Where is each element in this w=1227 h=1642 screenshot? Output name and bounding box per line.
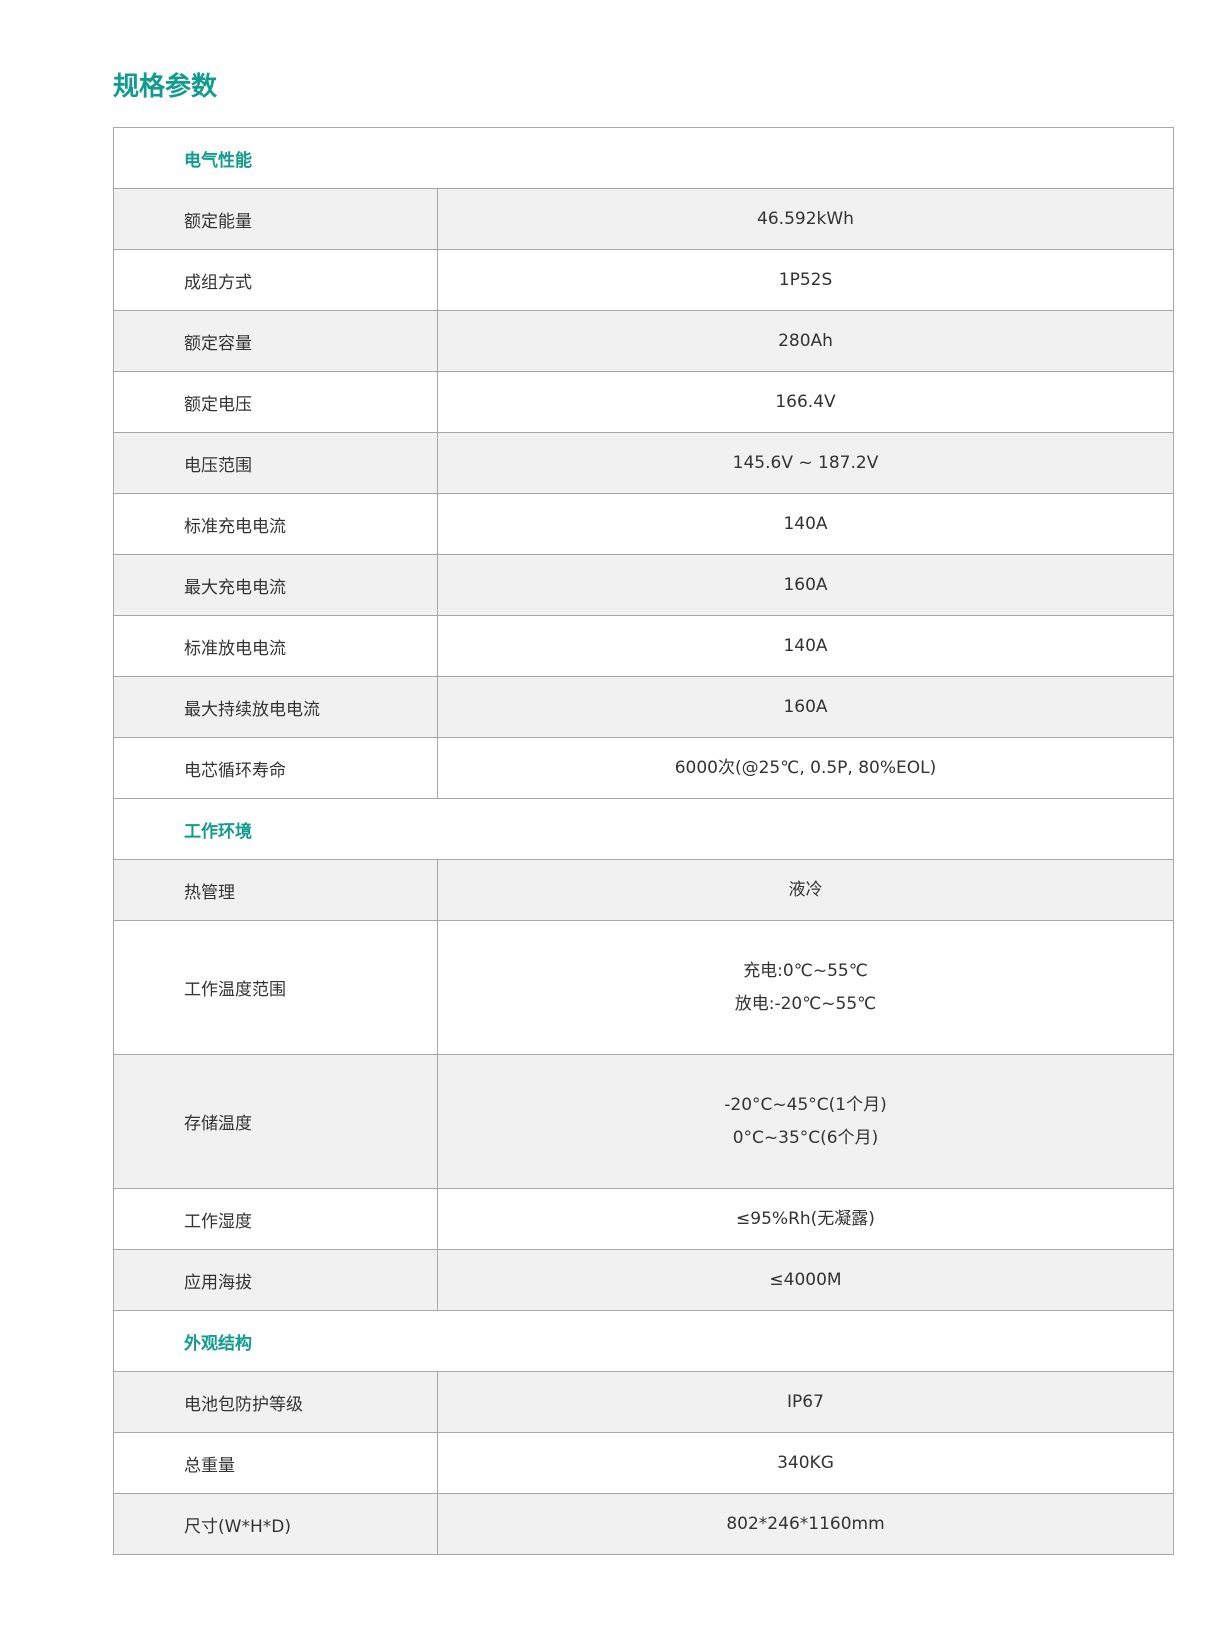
spec-value-line: 145.6V ~ 187.2V: [732, 452, 879, 473]
spec-value-line: 46.592kWh: [757, 208, 854, 229]
spec-row: 最大充电电流 160A: [113, 554, 1174, 616]
page-title: 规格参数: [113, 72, 218, 102]
spec-row: 额定能量 46.592kWh: [113, 188, 1174, 250]
spec-value-line: 0°C~35°C(6个月): [732, 1127, 879, 1148]
spec-value-line: 140A: [783, 635, 828, 656]
spec-value-line: 802*246*1160mm: [726, 1513, 885, 1534]
spec-label: 成组方式: [113, 249, 438, 311]
spec-label: 电芯循环寿命: [113, 737, 438, 799]
spec-value-line: 液冷: [788, 879, 823, 900]
section-header-row: 外观结构: [113, 1310, 1174, 1372]
spec-value: 160A: [437, 676, 1174, 738]
spec-label: 工作温度范围: [113, 920, 438, 1055]
spec-value-line: IP67: [787, 1391, 824, 1412]
spec-value: 46.592kWh: [437, 188, 1174, 250]
spec-label: 额定电压: [113, 371, 438, 433]
spec-label: 电池包防护等级: [113, 1371, 438, 1433]
spec-label: 热管理: [113, 859, 438, 921]
spec-table: 电气性能 额定能量 46.592kWh 成组方式 1P52S 额定容量 280Ah 额定电压 1…: [113, 127, 1174, 1555]
spec-row: 额定电压 166.4V: [113, 371, 1174, 433]
spec-value-line: -20°C~45°C(1个月): [724, 1094, 887, 1115]
spec-value-line: 340KG: [777, 1452, 834, 1473]
spec-label: 最大充电电流: [113, 554, 438, 616]
spec-row: 成组方式 1P52S: [113, 249, 1174, 311]
spec-value: IP67: [437, 1371, 1174, 1433]
spec-row: 存储温度 -20°C~45°C(1个月) 0°C~35°C(6个月): [113, 1054, 1174, 1189]
spec-value: 6000次(@25℃, 0.5P, 80%EOL): [437, 737, 1174, 799]
spec-row: 热管理 液冷: [113, 859, 1174, 921]
spec-row: 尺寸(W*H*D) 802*246*1160mm: [113, 1493, 1174, 1555]
section-heading: 电气性能: [113, 127, 1174, 189]
spec-value-line: 160A: [783, 696, 828, 717]
spec-row: 标准充电电流 140A: [113, 493, 1174, 555]
spec-row: 工作湿度 ≤95%Rh(无凝露): [113, 1188, 1174, 1250]
spec-label: 尺寸(W*H*D): [113, 1493, 438, 1555]
spec-row: 标准放电电流 140A: [113, 615, 1174, 677]
spec-label: 最大持续放电电流: [113, 676, 438, 738]
spec-row: 电芯循环寿命 6000次(@25℃, 0.5P, 80%EOL): [113, 737, 1174, 799]
spec-value: 166.4V: [437, 371, 1174, 433]
section-heading: 工作环境: [113, 798, 1174, 860]
section-header-row: 工作环境: [113, 798, 1174, 860]
spec-label: 应用海拔: [113, 1249, 438, 1311]
spec-value-line: 160A: [783, 574, 828, 595]
spec-value-line: 280Ah: [778, 330, 833, 351]
spec-label: 额定能量: [113, 188, 438, 250]
spec-value: 160A: [437, 554, 1174, 616]
spec-label: 标准充电电流: [113, 493, 438, 555]
spec-value-line: 放电:-20℃~55℃: [734, 993, 877, 1014]
spec-value-line: 充电:0℃~55℃: [743, 960, 868, 981]
spec-value-line: 166.4V: [775, 391, 836, 412]
spec-label: 存储温度: [113, 1054, 438, 1189]
spec-value: 液冷: [437, 859, 1174, 921]
spec-label: 工作湿度: [113, 1188, 438, 1250]
spec-row: 工作温度范围 充电:0℃~55℃ 放电:-20℃~55℃: [113, 920, 1174, 1055]
spec-value: 802*246*1160mm: [437, 1493, 1174, 1555]
spec-value: 1P52S: [437, 249, 1174, 311]
spec-row: 总重量 340KG: [113, 1432, 1174, 1494]
spec-row: 最大持续放电电流 160A: [113, 676, 1174, 738]
spec-value: ≤4000M: [437, 1249, 1174, 1311]
section-heading: 外观结构: [113, 1310, 1174, 1372]
spec-value: 340KG: [437, 1432, 1174, 1494]
spec-row: 额定容量 280Ah: [113, 310, 1174, 372]
section-header-row: 电气性能: [113, 127, 1174, 189]
spec-row: 应用海拔 ≤4000M: [113, 1249, 1174, 1311]
spec-value: 140A: [437, 615, 1174, 677]
spec-value: 140A: [437, 493, 1174, 555]
spec-value-line: 1P52S: [778, 269, 833, 290]
spec-value-line: 6000次(@25℃, 0.5P, 80%EOL): [674, 757, 937, 778]
spec-value: ≤95%Rh(无凝露): [437, 1188, 1174, 1250]
spec-value: 280Ah: [437, 310, 1174, 372]
spec-value-line: ≤95%Rh(无凝露): [736, 1208, 875, 1229]
spec-value: -20°C~45°C(1个月) 0°C~35°C(6个月): [437, 1054, 1174, 1189]
spec-value: 145.6V ~ 187.2V: [437, 432, 1174, 494]
spec-value-line: ≤4000M: [769, 1269, 842, 1290]
spec-label: 总重量: [113, 1432, 438, 1494]
spec-row: 电池包防护等级 IP67: [113, 1371, 1174, 1433]
spec-label: 标准放电电流: [113, 615, 438, 677]
spec-value: 充电:0℃~55℃ 放电:-20℃~55℃: [437, 920, 1174, 1055]
spec-label: 额定容量: [113, 310, 438, 372]
spec-label: 电压范围: [113, 432, 438, 494]
spec-row: 电压范围 145.6V ~ 187.2V: [113, 432, 1174, 494]
spec-value-line: 140A: [783, 513, 828, 534]
